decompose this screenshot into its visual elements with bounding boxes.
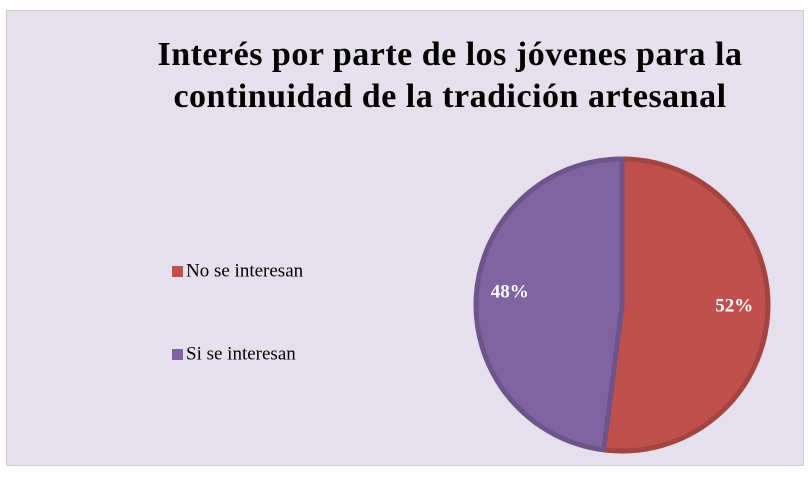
pie-slice [601, 156, 771, 454]
data-label: 52% [715, 295, 753, 316]
pie-slice [473, 156, 625, 453]
chart-title: Interés por parte de los jóvenes para la… [157, 36, 743, 115]
legend-label: Si se interesan [186, 343, 296, 364]
legend-swatch [172, 266, 183, 277]
legend-swatch [172, 349, 183, 360]
data-label: 48% [491, 281, 529, 302]
legend-label: No se interesan [186, 260, 304, 281]
